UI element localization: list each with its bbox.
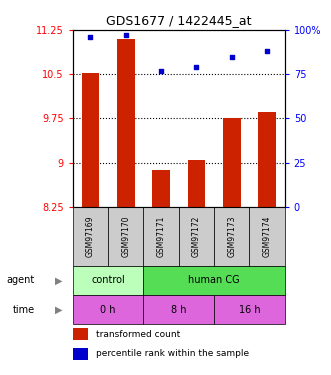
Title: GDS1677 / 1422445_at: GDS1677 / 1422445_at xyxy=(106,15,252,27)
Text: 8 h: 8 h xyxy=(171,305,186,315)
Text: GSM97171: GSM97171 xyxy=(157,216,166,257)
Point xyxy=(123,32,128,38)
Text: ▶: ▶ xyxy=(55,305,62,315)
Point xyxy=(229,54,234,60)
Bar xyxy=(108,207,143,266)
Text: control: control xyxy=(91,275,125,285)
Text: GSM97170: GSM97170 xyxy=(121,215,130,257)
Text: GSM97169: GSM97169 xyxy=(86,215,95,257)
Point xyxy=(264,48,270,54)
Bar xyxy=(143,295,214,324)
Bar xyxy=(73,266,143,295)
Text: percentile rank within the sample: percentile rank within the sample xyxy=(96,350,249,358)
Text: time: time xyxy=(13,305,35,315)
Bar xyxy=(152,170,170,207)
Text: GSM97174: GSM97174 xyxy=(262,215,271,257)
Bar xyxy=(214,295,285,324)
Bar xyxy=(223,118,241,207)
Bar xyxy=(179,207,214,266)
Bar xyxy=(143,266,285,295)
Text: ▶: ▶ xyxy=(55,275,62,285)
Text: 0 h: 0 h xyxy=(100,305,116,315)
Bar xyxy=(73,348,88,360)
Bar xyxy=(73,328,88,340)
Text: transformed count: transformed count xyxy=(96,330,180,339)
Text: GSM97173: GSM97173 xyxy=(227,215,236,257)
Point xyxy=(194,64,199,70)
Text: 16 h: 16 h xyxy=(239,305,260,315)
Bar xyxy=(82,73,99,207)
Bar xyxy=(249,207,285,266)
Bar xyxy=(73,207,108,266)
Text: agent: agent xyxy=(6,275,35,285)
Bar xyxy=(143,207,179,266)
Text: human CG: human CG xyxy=(188,275,240,285)
Point xyxy=(88,34,93,40)
Point xyxy=(159,68,164,74)
Bar xyxy=(258,112,276,207)
Bar xyxy=(73,295,143,324)
Text: GSM97172: GSM97172 xyxy=(192,216,201,257)
Bar xyxy=(214,207,249,266)
Bar xyxy=(117,39,135,207)
Bar xyxy=(188,160,205,207)
